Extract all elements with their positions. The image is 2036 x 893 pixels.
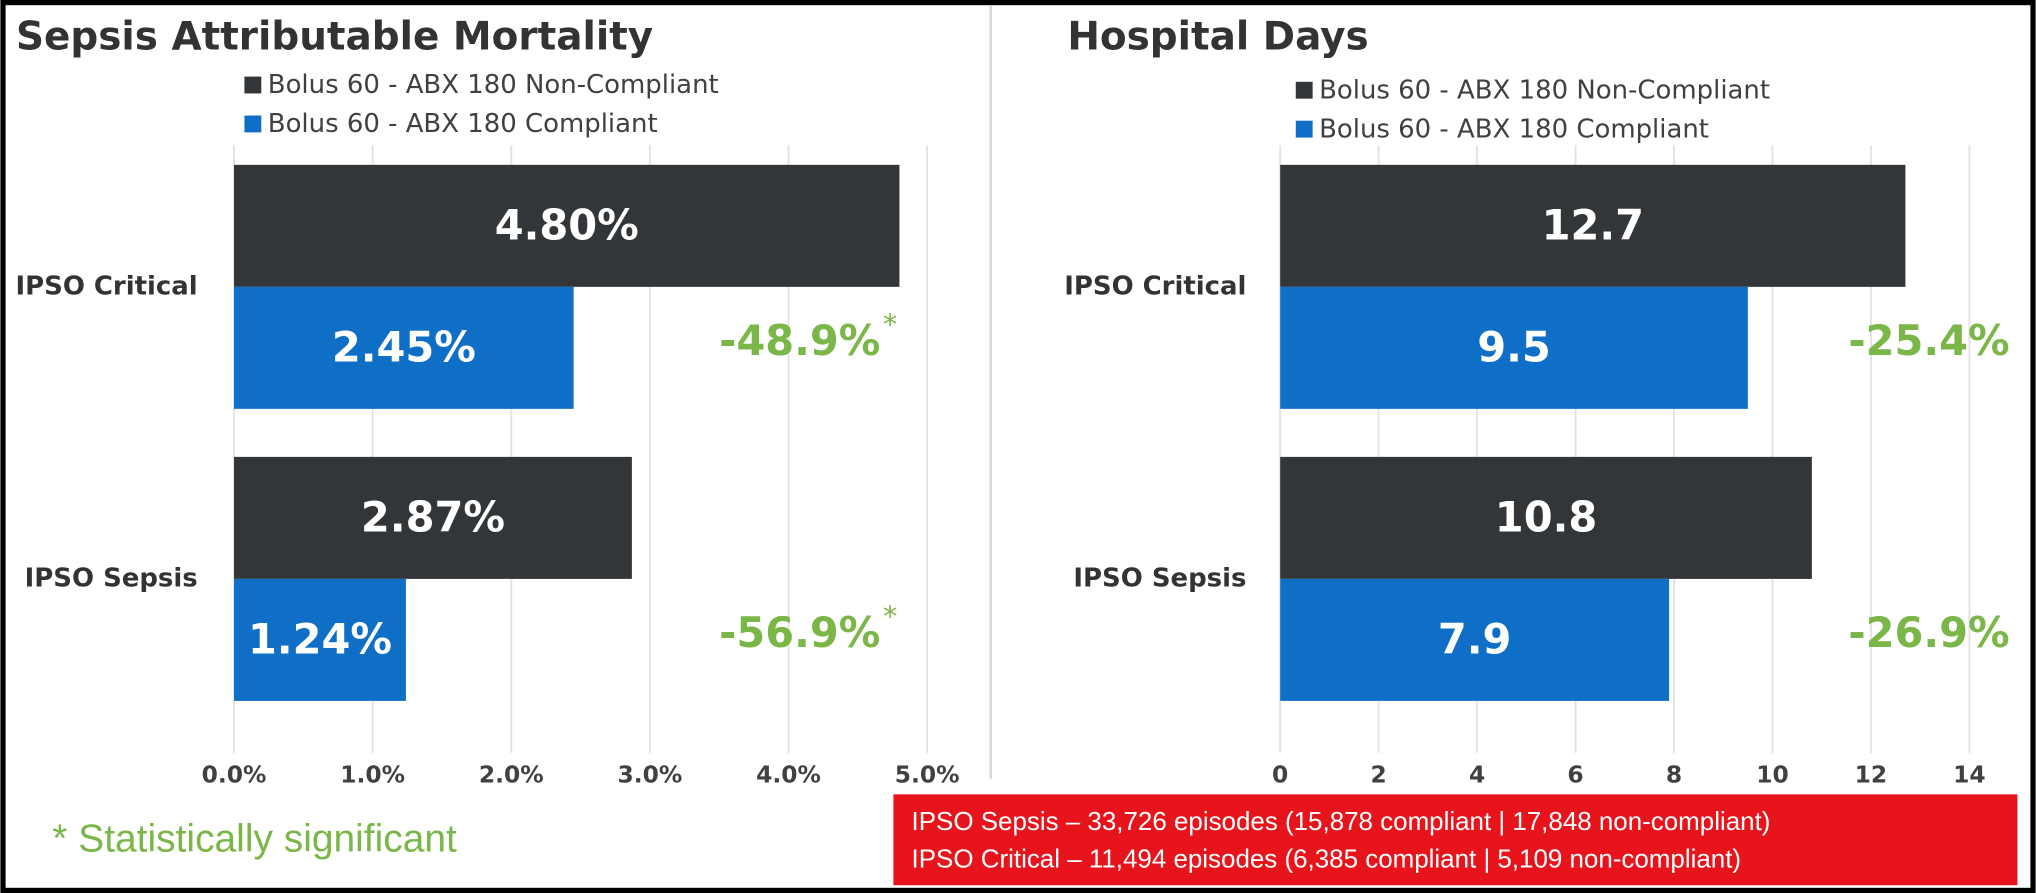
x-tick-label: 10 bbox=[1756, 761, 1789, 789]
legend-swatch bbox=[1295, 81, 1313, 99]
change-label: -25.4% bbox=[1848, 316, 2009, 365]
bar bbox=[234, 286, 574, 409]
change-label: -48.9% bbox=[719, 316, 880, 365]
value-label: 9.5 bbox=[1477, 322, 1551, 371]
episode-text: IPSO Sepsis – 33,726 episodes (15,878 co… bbox=[912, 808, 1771, 836]
category-label: IPSO Sepsis bbox=[25, 563, 198, 593]
value-label: 4.80% bbox=[495, 200, 639, 249]
change-mark: * bbox=[883, 599, 897, 633]
legend-swatch bbox=[1295, 120, 1313, 138]
x-tick-label: 0.0% bbox=[202, 761, 267, 789]
bar bbox=[234, 456, 632, 579]
category-label: IPSO Critical bbox=[15, 271, 197, 301]
value-label: 12.7 bbox=[1542, 200, 1644, 249]
episode-text: IPSO Critical – 11,494 episodes (6,385 c… bbox=[912, 845, 1742, 873]
change-label: -26.9% bbox=[1848, 608, 2009, 657]
value-label: 10.8 bbox=[1495, 492, 1597, 541]
legend-swatch bbox=[244, 115, 262, 133]
legend-label: Bolus 60 - ABX 180 Compliant bbox=[268, 109, 658, 139]
bar bbox=[1280, 456, 1812, 579]
x-tick-label: 2 bbox=[1371, 761, 1387, 789]
x-tick-label: 14 bbox=[1953, 761, 1986, 789]
value-label: 2.45% bbox=[332, 322, 476, 371]
x-tick-label: 1.0% bbox=[340, 761, 405, 789]
bar bbox=[234, 164, 900, 287]
bar bbox=[234, 578, 406, 701]
category-label: IPSO Critical bbox=[1064, 271, 1246, 301]
chart-title: Hospital Days bbox=[1067, 14, 1368, 59]
bar bbox=[1280, 286, 1748, 409]
bar bbox=[1280, 578, 1670, 701]
change-label: -56.9% bbox=[719, 608, 880, 657]
footnote: * Statistically significant bbox=[52, 817, 457, 860]
x-tick-label: 2.0% bbox=[479, 761, 544, 789]
category-label: IPSO Sepsis bbox=[1073, 563, 1246, 593]
legend-label: Bolus 60 - ABX 180 Non-Compliant bbox=[268, 70, 719, 100]
value-label: 1.24% bbox=[248, 614, 392, 663]
chart-title: Sepsis Attributable Mortality bbox=[16, 14, 653, 59]
value-label: 2.87% bbox=[361, 492, 505, 541]
x-tick-label: 6 bbox=[1567, 761, 1583, 789]
value-label: 7.9 bbox=[1438, 614, 1512, 663]
x-tick-label: 3.0% bbox=[617, 761, 682, 789]
legend-label: Bolus 60 - ABX 180 Non-Compliant bbox=[1319, 75, 1770, 105]
change-mark: * bbox=[883, 307, 897, 341]
episode-box bbox=[893, 794, 2018, 886]
x-tick-label: 4.0% bbox=[756, 761, 821, 789]
bar bbox=[1280, 164, 1906, 287]
legend-label: Bolus 60 - ABX 180 Compliant bbox=[1319, 114, 1709, 144]
x-tick-label: 0 bbox=[1272, 761, 1288, 789]
x-tick-label: 5.0% bbox=[895, 761, 960, 789]
x-tick-label: 12 bbox=[1855, 761, 1888, 789]
x-tick-label: 4 bbox=[1469, 761, 1485, 789]
x-tick-label: 8 bbox=[1666, 761, 1682, 789]
legend-swatch bbox=[244, 76, 262, 94]
